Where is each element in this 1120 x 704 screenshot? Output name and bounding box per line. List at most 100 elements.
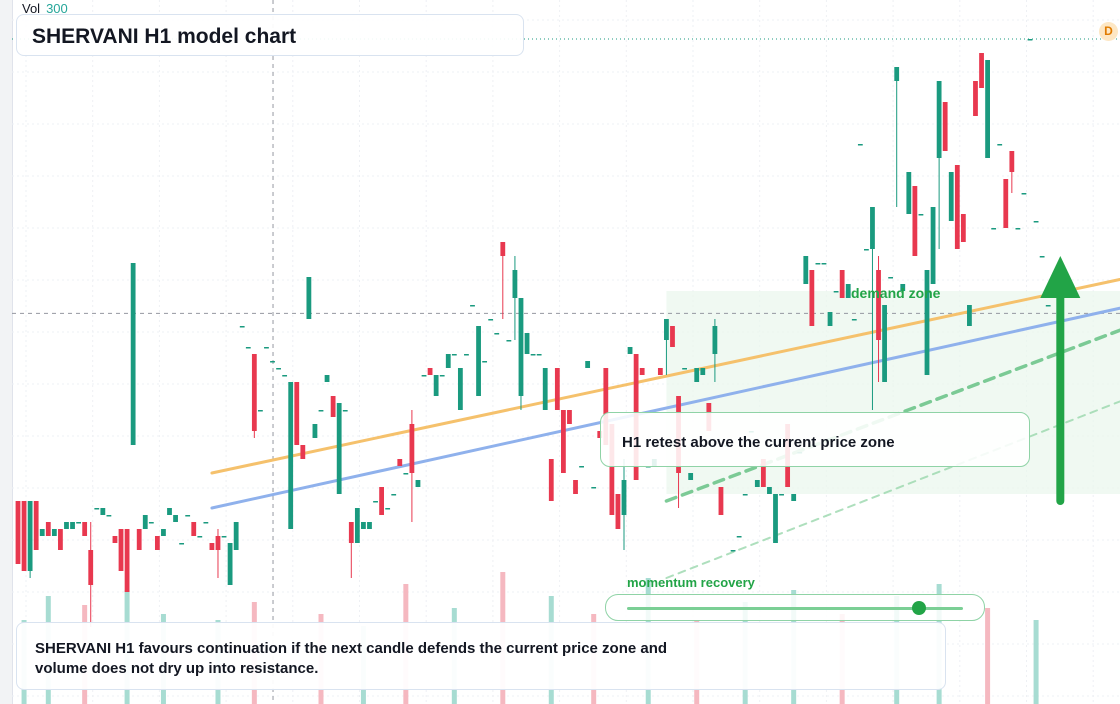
candle — [694, 368, 700, 382]
candle-body — [197, 536, 203, 538]
candle-body — [45, 522, 51, 536]
candle-body — [118, 529, 124, 571]
momentum-slider-track — [627, 607, 963, 610]
candle-body — [979, 53, 984, 88]
candle-body — [433, 375, 439, 396]
candle — [185, 515, 191, 517]
trendline-green-dashed[interactable] — [664, 298, 1120, 503]
candle — [536, 354, 542, 356]
candle — [239, 326, 245, 328]
trendline-green-faint-dashed[interactable] — [665, 368, 1120, 579]
candle — [591, 487, 597, 489]
candle-body — [1003, 179, 1009, 228]
candle-body — [167, 508, 172, 515]
candle-body — [603, 368, 609, 445]
up-arrow-head — [1040, 256, 1081, 298]
candle-body — [264, 347, 269, 349]
candle — [221, 536, 227, 538]
summary-text: SHERVANI H1 favours continuation if the … — [35, 640, 668, 677]
candle — [288, 382, 294, 529]
candle — [379, 487, 384, 515]
candle-body — [924, 270, 930, 375]
candle — [245, 347, 251, 349]
candle — [585, 361, 591, 368]
candle-body — [882, 305, 887, 382]
candle-body — [185, 515, 191, 517]
candle-body — [173, 515, 178, 522]
candle — [403, 473, 409, 475]
candle-body — [767, 487, 772, 494]
candle — [615, 494, 621, 529]
candle-body — [754, 480, 760, 487]
candle-body — [1015, 228, 1021, 230]
candle — [730, 550, 736, 552]
candle — [179, 543, 185, 545]
volume-bar — [985, 608, 991, 704]
candle — [924, 270, 930, 375]
candle — [809, 270, 815, 326]
candle-body — [851, 319, 857, 321]
candle-body — [58, 529, 63, 550]
candle-body — [700, 368, 706, 375]
candle — [1015, 228, 1021, 230]
candle — [712, 319, 718, 382]
momentum-label: momentum recovery — [627, 575, 755, 590]
candle — [21, 501, 27, 571]
candle-body — [839, 270, 845, 298]
candle — [264, 347, 269, 349]
candle-body — [312, 424, 318, 438]
candle — [597, 431, 603, 438]
candle-body — [773, 494, 778, 543]
candle-body — [718, 487, 724, 515]
candle-body — [864, 249, 869, 251]
candle-body — [342, 410, 348, 412]
candle — [579, 466, 584, 468]
candle-body — [1009, 151, 1015, 172]
candle — [64, 522, 69, 529]
candle-body — [336, 403, 342, 494]
candle-body — [760, 459, 766, 487]
volume-legend-label: Vol — [22, 1, 41, 16]
candle-body — [476, 326, 481, 396]
candle — [312, 424, 318, 438]
candle-body — [457, 368, 463, 410]
candle — [318, 410, 324, 412]
candle-body — [439, 375, 445, 377]
candle — [754, 480, 760, 487]
candle — [845, 284, 851, 298]
dividend-badge[interactable]: D — [1099, 22, 1118, 41]
candle-body — [573, 480, 578, 494]
candle — [336, 403, 342, 494]
candle-body — [1039, 256, 1045, 258]
candle — [700, 368, 706, 375]
candle-body — [88, 550, 94, 585]
candle — [567, 410, 572, 424]
candle — [930, 207, 936, 284]
candle — [900, 284, 906, 291]
candle — [948, 172, 954, 221]
momentum-slider-thumb[interactable] — [912, 601, 927, 615]
candle-body — [585, 361, 591, 368]
candle-body — [27, 501, 33, 571]
candle — [136, 529, 142, 550]
momentum-slider[interactable] — [605, 594, 985, 621]
candle-body — [997, 144, 1003, 146]
candle — [421, 375, 427, 377]
candle-body — [518, 298, 524, 396]
candle — [415, 480, 421, 487]
candle — [488, 319, 494, 321]
candle-body — [288, 382, 294, 529]
candles[interactable] — [15, 39, 1051, 627]
candle — [33, 501, 39, 550]
candle — [960, 214, 966, 242]
candle — [161, 529, 166, 536]
volume-bar — [1033, 620, 1039, 704]
candle-body — [870, 207, 875, 249]
candle-body — [991, 228, 997, 230]
candle — [954, 165, 960, 249]
candle — [306, 277, 312, 319]
candle-body — [912, 186, 918, 256]
candle — [58, 529, 63, 550]
candle-body — [524, 333, 530, 354]
candle-body — [51, 529, 57, 536]
